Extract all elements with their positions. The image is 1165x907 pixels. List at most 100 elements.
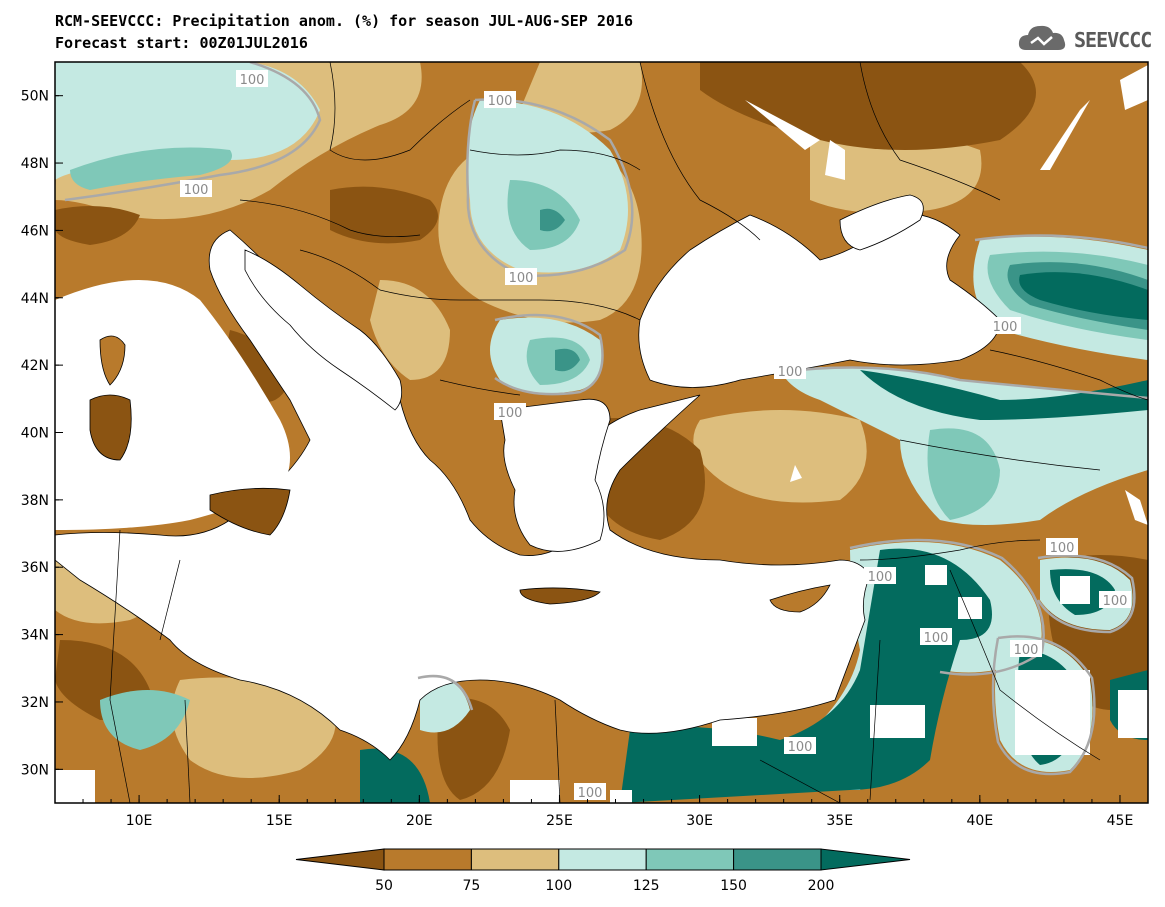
mask-patch [925, 565, 947, 585]
contour-label: 100 [924, 631, 949, 646]
lat-tick-label: 46N [21, 223, 49, 239]
legend-level-label: 50 [375, 878, 393, 894]
mask-patch [610, 790, 632, 803]
contour-label: 100 [993, 320, 1018, 335]
lon-tick-label: 10E [126, 813, 153, 829]
lat-tick-label: 34N [21, 628, 49, 644]
field-medteal-eastern-turkey [927, 428, 1000, 520]
contour-label: 100 [1050, 541, 1075, 556]
contour-label: 100 [778, 365, 803, 380]
legend-color-above [820, 848, 911, 871]
contour-label-bg [1099, 591, 1131, 608]
cloud-icon [1018, 25, 1066, 50]
mask-patch [712, 718, 757, 746]
longitude-axis: 10E 15E 20E 25E 30E 35E 40E 45E [82, 795, 1134, 829]
field-lightteal-romania [466, 100, 628, 273]
contour-label-bg [1010, 640, 1042, 657]
contour-label: 100 [868, 570, 893, 585]
contour-label: 100 [1103, 594, 1128, 609]
sea-of-azov [839, 194, 924, 251]
contour-label: 100 [184, 183, 209, 198]
contour-label: 100 [1014, 643, 1039, 658]
contour-label: 100 [488, 94, 513, 109]
contour-label: 100 [509, 271, 534, 286]
field-dark-hungary [330, 186, 438, 244]
mask-patch [55, 770, 95, 803]
island-sardinia [89, 394, 132, 461]
legend-level-label: 75 [462, 878, 480, 894]
legend-level-label: 200 [808, 878, 835, 894]
black-sea [638, 213, 1001, 388]
contour-label: 100 [240, 73, 265, 88]
lat-tick-label: 42N [21, 358, 49, 374]
contour-labels: 100 100 100 100 100 100 100 100 100 100 100 100 100 1… [180, 70, 1131, 801]
island-cyprus [769, 584, 831, 613]
adriatic-sea [244, 249, 403, 411]
country-borders [109, 62, 1148, 803]
field-deepteal-black-sea-coast [860, 370, 1148, 420]
mask-patch [958, 597, 982, 619]
legend-color-box [383, 848, 472, 871]
mask-patch [870, 705, 925, 738]
contour-label-bg [180, 180, 212, 197]
island-corsica [99, 335, 126, 386]
legend-level-label: 100 [545, 878, 572, 894]
mask-patch [745, 100, 820, 150]
contour-label-bg [494, 403, 526, 420]
lon-tick-label: 35E [826, 813, 853, 829]
contour-label: 100 [578, 786, 603, 801]
contour-label-bg [989, 317, 1021, 334]
field-deepteal-caucasus [1019, 272, 1148, 320]
lon-tick-label: 15E [266, 813, 293, 829]
field-dark-alps [55, 206, 140, 245]
logo-text: SEEVCCC [1074, 28, 1152, 52]
lon-tick-label: 30E [686, 813, 713, 829]
contour-label-bg [236, 70, 268, 87]
contour-lines [64, 62, 1148, 776]
field-darkteal-romania [540, 208, 565, 232]
field-deepteal-libya [360, 748, 430, 803]
mask-patch [1015, 670, 1090, 755]
lon-tick-label: 40E [967, 813, 994, 829]
lat-tick-label: 48N [21, 156, 49, 172]
map-field [55, 62, 1148, 803]
contour-label-bg [920, 628, 952, 645]
color-legend: 50 75 100 125 150 200 [295, 848, 911, 894]
field-tan-libya [172, 677, 336, 778]
lat-tick-label: 50N [21, 89, 49, 105]
lat-tick-label: 38N [21, 493, 49, 509]
seevccc-logo: SEEVCCC [1016, 20, 1154, 58]
contour-label-bg [505, 268, 537, 285]
map-title: RCM-SEEVCCC: Precipitation anom. (%) for… [55, 12, 633, 30]
contour-label-bg [484, 91, 516, 108]
contour-label-bg [574, 783, 606, 800]
island-sicily [209, 487, 291, 536]
contour-label-bg [1046, 538, 1078, 555]
forecast-start-label: Forecast start: 00Z01JUL2016 [55, 34, 308, 52]
island-crete [519, 587, 601, 605]
contour-label-bg [774, 362, 806, 379]
legend-color-box [558, 848, 647, 871]
contour-label-bg [864, 567, 896, 584]
mask-patch [1060, 576, 1090, 604]
mask-patch [1118, 690, 1148, 738]
field-tan-balkans [370, 280, 450, 380]
field-darkteal-bulgaria [555, 348, 580, 372]
legend-color-box [733, 848, 822, 871]
lon-tick-label: 45E [1107, 813, 1134, 829]
lon-tick-label: 20E [406, 813, 433, 829]
lat-tick-label: 30N [21, 762, 49, 778]
lat-tick-label: 36N [21, 560, 49, 576]
legend-color-box [470, 848, 560, 871]
legend-color-below [295, 848, 385, 871]
mask-patch [825, 140, 845, 180]
contour-label-bg [784, 737, 816, 754]
field-tan-anatolia [693, 410, 867, 503]
legend-level-label: 150 [720, 878, 747, 894]
mask-patch [1125, 490, 1148, 525]
mediterranean-sea [55, 229, 871, 761]
field-lightteal-germany [55, 62, 320, 180]
field-medteal-alps [70, 147, 232, 190]
contour-label: 100 [498, 406, 523, 421]
